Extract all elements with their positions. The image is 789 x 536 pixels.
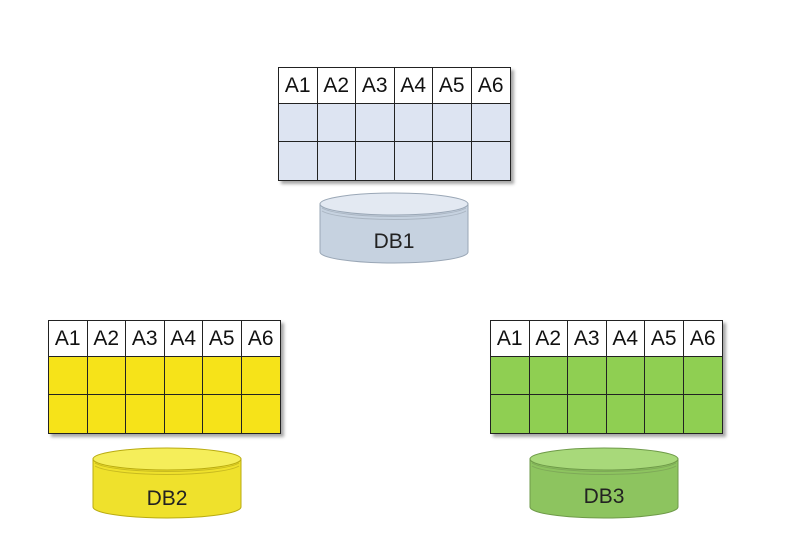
db3-label: DB3 [583,485,625,508]
db1-col-a2: A2 [317,68,356,104]
db2-cell [203,395,242,433]
db3-cell [568,357,607,395]
db1-col-a3: A3 [356,68,395,104]
db1-col-a6: A6 [471,68,510,104]
db3-cell [683,357,722,395]
db1-cell [356,142,395,180]
db3-cell [529,395,568,433]
db1-label: DB1 [373,230,415,253]
db2-cell [126,395,165,433]
db2-col-a6: A6 [241,321,280,357]
db1-cell [279,142,318,180]
db2-col-a1: A1 [49,321,88,357]
db1-cell [433,104,472,142]
db3-col-a5: A5 [645,321,684,357]
db3-cell [683,395,722,433]
db3-cylinder-icon: DB3 [529,445,679,521]
db3-col-a2: A2 [529,321,568,357]
db2-col-a2: A2 [87,321,126,357]
db1-cylinder-icon: DB1 [319,190,469,266]
db1-cell [317,104,356,142]
db3-cell [529,357,568,395]
db1-cell [471,104,510,142]
db2-cell [241,395,280,433]
db2-label: DB2 [146,487,188,510]
db1-col-a1: A1 [279,68,318,104]
db2-cell [49,357,88,395]
db3-col-a4: A4 [606,321,645,357]
db1-cell [279,104,318,142]
db1-cell [317,142,356,180]
db2-cell [164,395,203,433]
db3-table: A1 A2 A3 A4 A5 A6 [490,320,723,434]
db1-cell [433,142,472,180]
db1-cell [356,104,395,142]
db2-col-a4: A4 [164,321,203,357]
db2-table: A1 A2 A3 A4 A5 A6 [48,320,281,434]
db2-cell [241,357,280,395]
db3-cell [645,357,684,395]
db3-cell [491,357,530,395]
db1-cell [394,142,433,180]
db2-cell [87,395,126,433]
db1-col-a4: A4 [394,68,433,104]
db2-col-a5: A5 [203,321,242,357]
db1-cell [394,104,433,142]
db2-cell [203,357,242,395]
db3-cell [645,395,684,433]
db1-table: A1 A2 A3 A4 A5 A6 [278,67,511,181]
db2-cylinder-icon: DB2 [92,445,242,521]
db3-cell [606,357,645,395]
db3-cell [606,395,645,433]
db2-cell [164,357,203,395]
db2-cell [49,395,88,433]
db3-col-a1: A1 [491,321,530,357]
db2-cell [126,357,165,395]
db1-col-a5: A5 [433,68,472,104]
db2-col-a3: A3 [126,321,165,357]
db1-cell [471,142,510,180]
db3-cell [491,395,530,433]
db3-cell [568,395,607,433]
db2-cell [87,357,126,395]
db3-col-a6: A6 [683,321,722,357]
db3-col-a3: A3 [568,321,607,357]
